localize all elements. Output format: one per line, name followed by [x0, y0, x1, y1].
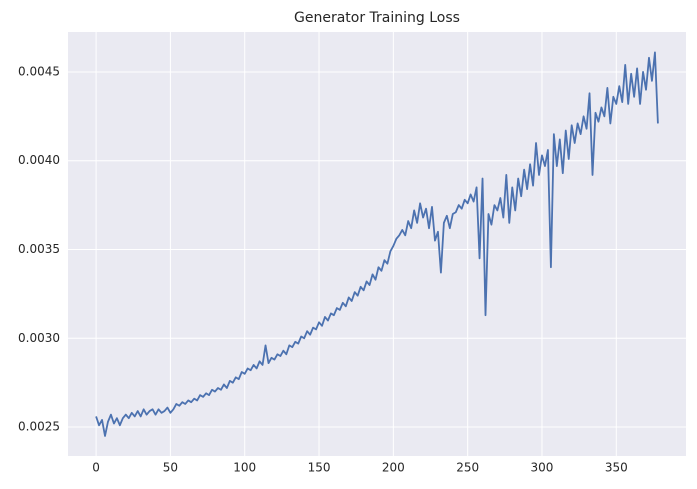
x-tick-label: 300	[531, 461, 554, 475]
x-tick-label: 250	[456, 461, 479, 475]
x-tick-label: 50	[163, 461, 178, 475]
y-tick-label: 0.0025	[18, 420, 60, 434]
line-series	[95, 51, 659, 437]
chart-title: Generator Training Loss	[294, 10, 460, 26]
y-tick-label: 0.0040	[18, 153, 60, 167]
x-tick-label: 100	[233, 461, 256, 475]
x-tick-label: 350	[605, 461, 628, 475]
y-tick-label: 0.0035	[18, 242, 60, 256]
x-tick-label: 200	[382, 461, 405, 475]
y-tick-label: 0.0030	[18, 331, 60, 345]
plot-area	[68, 32, 686, 456]
x-tick-label: 0	[92, 461, 100, 475]
x-tick-label: 150	[308, 461, 331, 475]
y-tick-label: 0.0045	[18, 64, 60, 78]
